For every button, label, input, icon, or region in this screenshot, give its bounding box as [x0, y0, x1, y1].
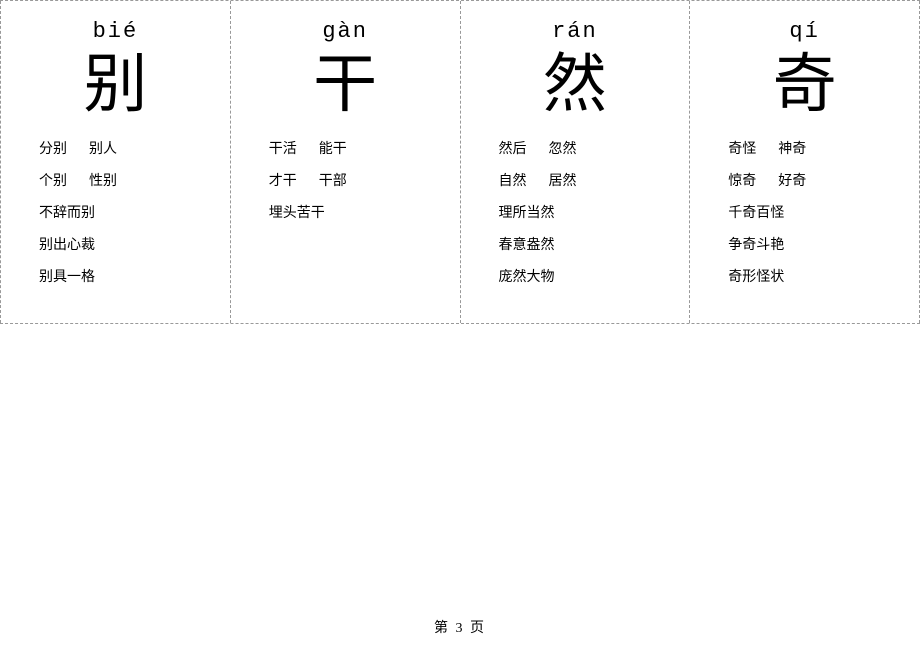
word: 理所当然: [499, 202, 555, 222]
word: 神奇: [778, 138, 806, 158]
word: 别具一格: [39, 266, 95, 286]
word: 别出心裁: [39, 234, 95, 254]
word-row: 干活 能干: [269, 138, 442, 158]
word-row: 别具一格: [39, 266, 212, 286]
word-row: 千奇百怪: [728, 202, 901, 222]
pinyin: qí: [708, 19, 901, 44]
word: 忽然: [549, 138, 577, 158]
hanzi: 别: [19, 50, 212, 120]
word: 才干: [269, 170, 297, 190]
word-list: 分别 别人个别 性别不辞而别别出心裁别具一格: [19, 138, 212, 286]
word-list: 干活 能干才干 干部埋头苦干: [249, 138, 442, 222]
word: 居然: [549, 170, 577, 190]
word: 争奇斗艳: [728, 234, 784, 254]
word-row: 自然 居然: [499, 170, 672, 190]
word: 庞然大物: [499, 266, 555, 286]
hanzi: 干: [249, 50, 442, 120]
word-row: 才干 干部: [269, 170, 442, 190]
word: 自然: [499, 170, 527, 190]
word: 奇怪: [728, 138, 756, 158]
word-row: 奇形怪状: [728, 266, 901, 286]
word: 不辞而别: [39, 202, 95, 222]
word-row: 争奇斗艳: [728, 234, 901, 254]
word: 好奇: [778, 170, 806, 190]
word: 分别: [39, 138, 67, 158]
word-list: 奇怪 神奇惊奇 好奇千奇百怪争奇斗艳奇形怪状: [708, 138, 901, 286]
word: 千奇百怪: [728, 202, 784, 222]
word: 个别: [39, 170, 67, 190]
character-card: rán 然然后 忽然自然 居然理所当然春意盎然庞然大物: [460, 1, 690, 323]
word: 干活: [269, 138, 297, 158]
pinyin: rán: [479, 19, 672, 44]
word-row: 春意盎然: [499, 234, 672, 254]
word: 埋头苦干: [269, 202, 325, 222]
word: 然后: [499, 138, 527, 158]
word: 奇形怪状: [728, 266, 784, 286]
word-row: 惊奇 好奇: [728, 170, 901, 190]
word: 春意盎然: [499, 234, 555, 254]
word-row: 埋头苦干: [269, 202, 442, 222]
word-row: 然后 忽然: [499, 138, 672, 158]
character-card: bié 别分别 别人个别 性别不辞而别别出心裁别具一格: [0, 1, 230, 323]
word: 别人: [89, 138, 117, 158]
word: 性别: [89, 170, 117, 190]
word-row: 分别 别人: [39, 138, 212, 158]
word-row: 不辞而别: [39, 202, 212, 222]
character-card: gàn 干干活 能干才干 干部埋头苦干: [230, 1, 460, 323]
character-grid: bié 别分别 别人个别 性别不辞而别别出心裁别具一格 gàn 干干活 能干才干 干部埋头苦干…: [0, 0, 920, 324]
pinyin: gàn: [249, 19, 442, 44]
pinyin: bié: [19, 19, 212, 44]
word-row: 个别 性别: [39, 170, 212, 190]
word-row: 奇怪 神奇: [728, 138, 901, 158]
page-number: 第 3 页: [0, 617, 920, 637]
word: 干部: [319, 170, 347, 190]
hanzi: 然: [479, 50, 672, 120]
word: 惊奇: [728, 170, 756, 190]
word-row: 别出心裁: [39, 234, 212, 254]
character-card: qí 奇奇怪 神奇惊奇 好奇千奇百怪争奇斗艳奇形怪状: [689, 1, 920, 323]
word-row: 理所当然: [499, 202, 672, 222]
word-row: 庞然大物: [499, 266, 672, 286]
word-list: 然后 忽然自然 居然理所当然春意盎然庞然大物: [479, 138, 672, 286]
word: 能干: [319, 138, 347, 158]
hanzi: 奇: [708, 50, 901, 120]
